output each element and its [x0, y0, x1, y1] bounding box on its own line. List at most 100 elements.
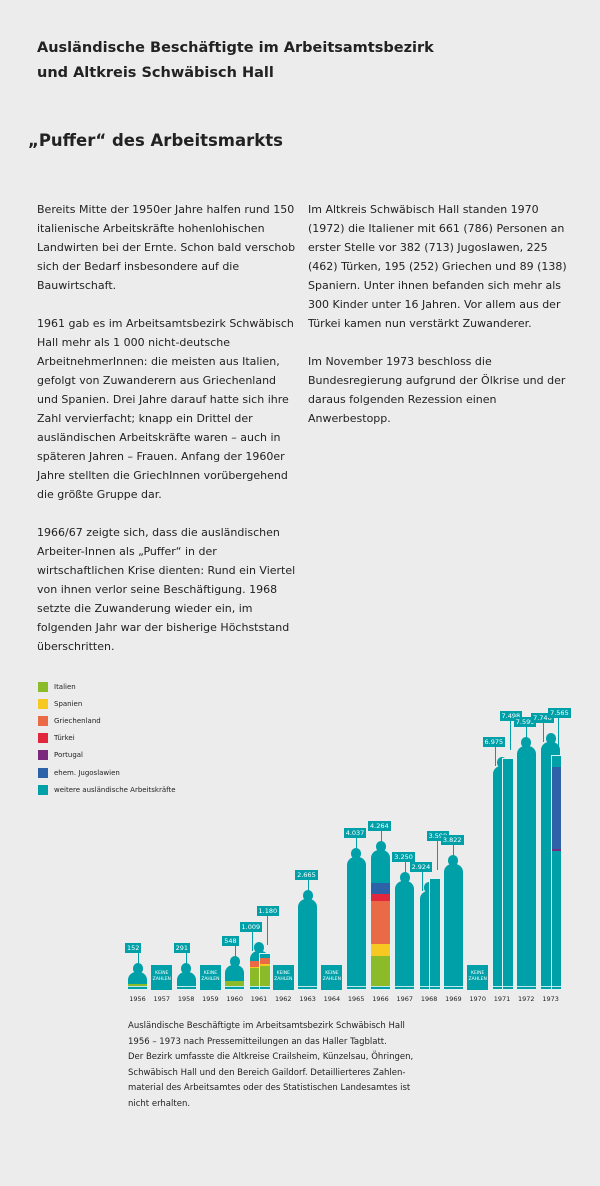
person-head-icon [132, 963, 143, 974]
legend-item: Griechenland [38, 712, 176, 729]
value-label: 3.250 [392, 852, 415, 863]
person-shoulders-icon [419, 891, 439, 901]
paragraph: 1966/67 zeigte sich, dass die ausländisc… [37, 526, 296, 653]
legend-item: Portugal [38, 747, 176, 764]
year-label: 1956 [129, 995, 146, 1003]
bar [248, 958, 270, 990]
caption-line: 1956 – 1973 nach Pressemitteilungen an d… [128, 1036, 387, 1047]
title-line: und Altkreis Schwäbisch Hall [37, 65, 274, 81]
value-label: 2.924 [409, 862, 433, 873]
person-head-icon [375, 840, 386, 852]
value-label: 4.037 [343, 827, 367, 838]
person-shoulders-icon [346, 856, 366, 866]
year-label: 1973 [542, 995, 559, 1003]
year-label: 1964 [323, 995, 341, 1003]
bar [429, 878, 441, 990]
person-shoulders-icon [371, 849, 390, 859]
legend-swatch [38, 767, 48, 778]
legend-item: Italien [38, 678, 176, 695]
year-label: 1957 [153, 995, 171, 1003]
label-stem [380, 830, 382, 850]
person-head-icon [399, 872, 410, 884]
year-label: 1966 [372, 995, 389, 1003]
baseline [551, 985, 562, 987]
page-title: Ausländische Beschäftigte im Arbeitsamts… [37, 36, 434, 86]
no-data-box: KEINE ZAHLEN [151, 965, 173, 990]
bar-segment [249, 960, 269, 967]
bar-segment [371, 955, 390, 987]
caption-line: nicht erhalten. [128, 1098, 191, 1109]
value-label: 7.599 [513, 717, 537, 728]
label-stem [543, 722, 545, 742]
legend-label: ehem. Jugoslawien [54, 768, 120, 777]
value-label: 3.822 [440, 834, 464, 845]
label-stem [234, 946, 236, 965]
label-stem [558, 718, 560, 748]
paragraph: Bereits Mitte der 1950er Jahre halfen ru… [37, 203, 296, 292]
value-label: 6.975 [482, 736, 506, 747]
baseline [516, 985, 536, 987]
bar-segment [260, 963, 270, 966]
bar-segment [260, 957, 270, 964]
person-shoulders-icon [395, 881, 415, 891]
bar [394, 889, 416, 990]
value-label: 4.264 [368, 820, 391, 831]
baseline [492, 985, 512, 987]
no-data-box: KEINE ZAHLEN [467, 965, 489, 990]
person-shoulders-icon [298, 899, 318, 909]
label-stem [307, 880, 309, 900]
baseline [176, 986, 196, 987]
person-shoulders-icon [492, 765, 512, 775]
year-label: 1963 [299, 995, 316, 1003]
bar-segment [371, 944, 390, 956]
legend-swatch [38, 715, 48, 726]
year-label: 1969 [445, 995, 462, 1003]
caption-line: material des Arbeitsamtes oder des Stati… [128, 1083, 411, 1093]
bar [259, 953, 271, 990]
year-label: 1959 [202, 995, 219, 1003]
value-label: 7.565 [548, 708, 571, 719]
year-label: 1968 [420, 995, 438, 1003]
person-head-icon [545, 732, 556, 744]
bar [540, 749, 562, 990]
person-head-icon [424, 882, 435, 894]
legend-item: Türkei [38, 730, 176, 747]
value-label: 3.599 [426, 831, 450, 842]
value-label: 548 [222, 936, 239, 946]
value-label: 1.180 [256, 906, 280, 917]
value-label: 1.009 [239, 921, 263, 932]
baseline [298, 985, 318, 987]
year-label: 1972 [518, 995, 535, 1003]
bar-segment [249, 968, 269, 987]
person-head-icon [521, 737, 532, 749]
baseline [541, 985, 561, 987]
label-stem [436, 841, 438, 871]
label-stem [509, 720, 511, 750]
bar-segment [260, 965, 270, 987]
label-stem [356, 837, 358, 857]
baseline [419, 985, 439, 987]
person-shoulders-icon [541, 741, 561, 751]
legend-swatch [38, 698, 48, 709]
bar-segment [551, 766, 562, 849]
person-shoulders-icon [516, 746, 536, 756]
legend-label: Türkei [54, 734, 75, 743]
right-column: Im Altkreis Schwäbisch Hall standen 1970… [308, 200, 568, 447]
legend-label: Portugal [54, 751, 83, 760]
legend-item: ehem. Jugoslawien [38, 764, 176, 781]
baseline [430, 985, 440, 987]
person-head-icon [351, 847, 362, 859]
legend-item: Spanien [38, 695, 176, 712]
bar-segment [551, 848, 562, 852]
person-shoulders-icon [176, 972, 196, 981]
year-label: 1960 [226, 995, 243, 1003]
bar [502, 757, 514, 990]
year-label: 1961 [250, 995, 268, 1003]
label-stem [137, 953, 139, 972]
bar [550, 755, 563, 990]
bar-segment [371, 882, 390, 895]
person-head-icon [497, 756, 507, 768]
label-stem [494, 746, 496, 766]
year-label: 1958 [177, 995, 195, 1003]
bar-segment [128, 983, 147, 987]
